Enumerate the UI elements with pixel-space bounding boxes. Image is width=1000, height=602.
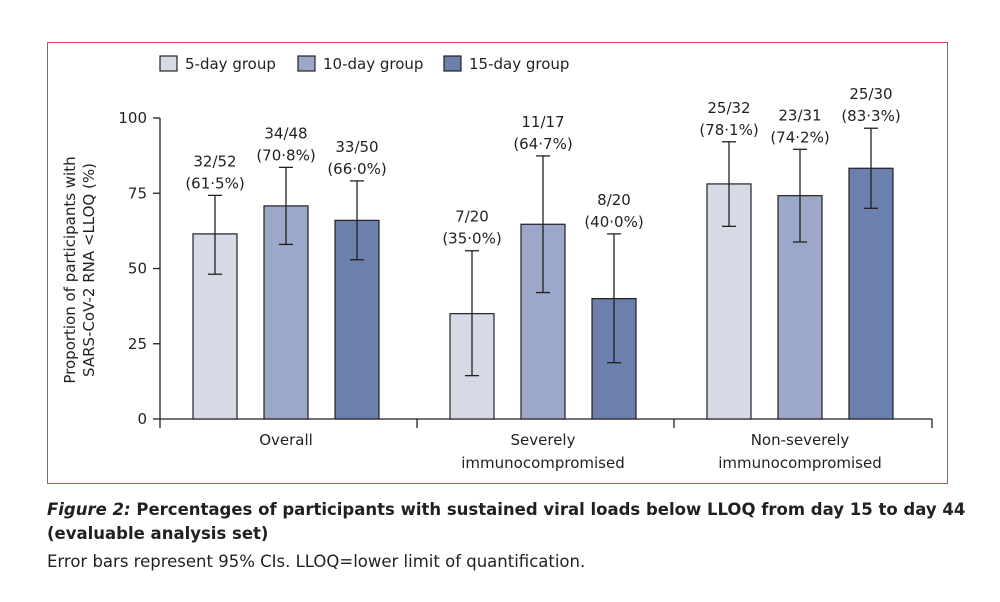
data-label-count: 8/20 xyxy=(597,191,631,209)
legend-label: 5-day group xyxy=(185,55,276,73)
legend-swatch xyxy=(297,55,316,72)
y-tick-label: 75 xyxy=(128,184,147,202)
y-tick-label: 100 xyxy=(118,109,147,127)
data-label-count: 33/50 xyxy=(335,138,378,156)
data-label-count: 34/48 xyxy=(264,124,307,142)
data-label-percent: (61·5%) xyxy=(185,174,244,192)
data-label-percent: (40·0%) xyxy=(584,213,643,231)
figure-label: Figure 2: xyxy=(47,500,131,519)
category-label: immunocompromised xyxy=(718,454,882,472)
bar-chart: 0 25 50 75 100 Proportion of participants wit… xyxy=(61,55,933,472)
data-label-count: 11/17 xyxy=(521,113,564,131)
data-label-count: 23/31 xyxy=(778,106,821,124)
y-tick-label: 25 xyxy=(128,335,147,353)
category-label: immunocompromised xyxy=(461,454,625,472)
data-label-percent: (83·3%) xyxy=(841,107,900,125)
figure-caption-title: Figure 2: Percentages of participants wi… xyxy=(47,498,967,546)
data-label-percent: (35·0%) xyxy=(442,230,501,248)
category-label: Severely xyxy=(511,431,576,449)
figure-title: Percentages of participants with sustain… xyxy=(47,500,966,543)
category-label: Overall xyxy=(259,431,313,449)
figure-frame xyxy=(47,42,948,484)
data-label-percent: (64·7%) xyxy=(513,135,572,153)
category-label: Non-severely xyxy=(751,431,850,449)
y-axis-title-line: SARS-CoV-2 RNA <LLOQ (%) xyxy=(80,163,98,377)
legend-label: 15-day group xyxy=(469,55,569,73)
legend-swatch xyxy=(159,55,178,72)
figure-caption-note: Error bars represent 95% CIs. LLOQ=lower… xyxy=(47,552,586,571)
data-label-count: 25/32 xyxy=(707,99,750,117)
data-label-percent: (66·0%) xyxy=(327,160,386,178)
legend-label: 10-day group xyxy=(323,55,423,73)
y-axis-title: Proportion of participants withSARS-CoV-… xyxy=(61,156,98,383)
data-label-count: 7/20 xyxy=(455,208,489,226)
y-tick-label: 0 xyxy=(137,410,147,428)
data-label-percent: (78·1%) xyxy=(699,121,758,139)
data-label-count: 32/52 xyxy=(193,152,236,170)
data-label-percent: (70·8%) xyxy=(256,146,315,164)
y-axis-title-line: Proportion of participants with xyxy=(61,156,79,383)
data-label-percent: (74·2%) xyxy=(770,128,829,146)
legend-swatch xyxy=(443,55,462,72)
y-tick-label: 50 xyxy=(128,260,147,278)
data-label-count: 25/30 xyxy=(849,85,892,103)
bar xyxy=(848,167,894,420)
